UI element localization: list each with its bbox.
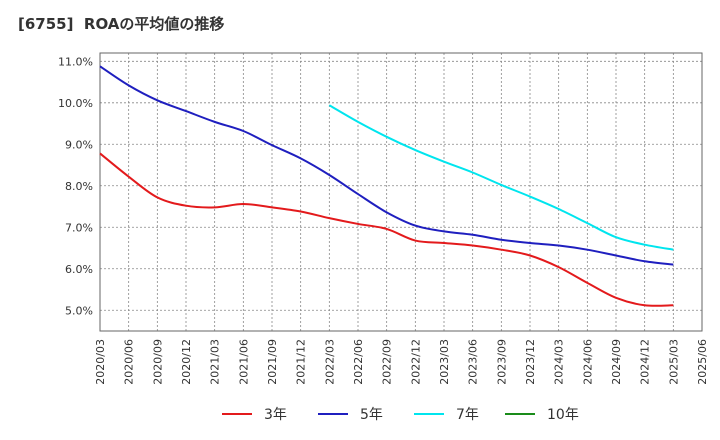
y-axis-ticks: 5.0% 6.0% 7.0% 8.0% 9.0% 10.0% 11.0% [58, 55, 93, 317]
legend: 3年 5年 7年 10年 [222, 407, 579, 423]
x-tick-label: 2025/03 [667, 339, 680, 385]
y-tick-label: 9.0% [65, 138, 93, 151]
legend-label: 3年 [264, 407, 287, 423]
x-tick-label: 2021/09 [266, 339, 279, 385]
series-line-3年 [99, 152, 674, 307]
y-tick-label: 8.0% [65, 180, 93, 193]
x-tick-label: 2023/03 [438, 339, 451, 385]
plot-frame [99, 52, 703, 332]
series-line-5年 [99, 65, 674, 266]
series-lines [99, 65, 674, 307]
legend-label: 5年 [360, 407, 383, 423]
legend-label: 10年 [547, 407, 579, 423]
grid-lines [99, 53, 703, 331]
x-tick-label: 2021/12 [295, 339, 308, 385]
x-tick-label: 2023/09 [495, 339, 508, 385]
x-tick-label: 2024/06 [581, 339, 594, 385]
x-tick-label: 2020/03 [94, 339, 107, 385]
x-tick-label: 2023/06 [467, 339, 480, 385]
x-tick-label: 2022/09 [381, 339, 394, 385]
x-tick-label: 2020/09 [151, 339, 164, 385]
y-tick-label: 10.0% [58, 97, 93, 110]
y-tick-label: 5.0% [65, 304, 93, 317]
x-tick-label: 2025/06 [696, 339, 709, 385]
x-tick-label: 2022/12 [409, 339, 422, 385]
chart-title: [6755] ROAの平均値の推移 [18, 15, 225, 33]
x-tick-label: 2020/12 [180, 339, 193, 385]
x-tick-label: 2022/06 [352, 339, 365, 385]
x-tick-label: 2024/12 [639, 339, 652, 385]
x-tick-label: 2021/03 [209, 339, 222, 385]
y-tick-label: 7.0% [65, 221, 93, 234]
legend-label: 7年 [456, 407, 479, 423]
x-tick-label: 2023/12 [524, 339, 537, 385]
x-tick-label: 2020/06 [123, 339, 136, 385]
x-tick-label: 2024/09 [610, 339, 623, 385]
x-tick-label: 2022/03 [323, 339, 336, 385]
series-line-7年 [328, 104, 674, 251]
y-tick-label: 6.0% [65, 263, 93, 276]
x-tick-label: 2024/03 [553, 339, 566, 385]
x-tick-label: 2021/06 [237, 339, 250, 385]
y-tick-label: 11.0% [58, 55, 93, 68]
x-axis-ticks: 2020/03 2020/06 2020/09 2020/12 2021/03 2021/… [94, 339, 709, 385]
